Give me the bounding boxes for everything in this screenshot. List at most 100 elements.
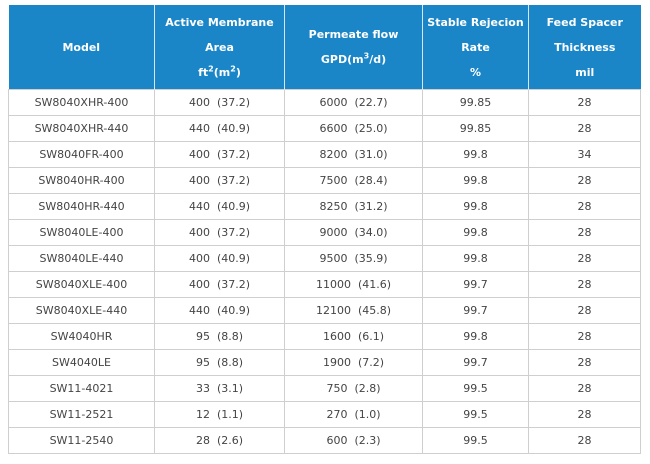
spacer-thickness-cell: 28 <box>528 219 641 246</box>
spacer-thickness-cell: 34 <box>528 141 641 168</box>
table-row: SW4040HR 95 (8.8) 1600 (6.1) 99.8 28 <box>8 323 641 350</box>
model-cell: SW8040FR-400 <box>8 141 155 168</box>
table-row: SW8040HR-440 440 (40.9) 8250 (31.2) 99.8 28 <box>8 193 641 220</box>
rejection-rate-cell: 99.7 <box>422 271 529 298</box>
header-stable-rejection-rate: Stable Rejecion Rate % <box>422 5 529 90</box>
spacer-thickness-cell: 28 <box>528 427 641 454</box>
permeate-flow-cell: 12100 (45.8) <box>284 297 423 324</box>
spec-table-container: Model Active Membrane Area ft2(m2) Perme… <box>8 5 641 454</box>
table-row: SW8040LE-400 400 (37.2) 9000 (34.0) 99.8 28 <box>8 219 641 246</box>
header-active-membrane-area: Active Membrane Area ft2(m2) <box>154 5 285 90</box>
header-rejection-line-1: Stable Rejecion <box>427 15 524 29</box>
area-cell: 400 (37.2) <box>154 271 285 298</box>
permeate-flow-cell: 1900 (7.2) <box>284 349 423 376</box>
rejection-rate-cell: 99.5 <box>422 375 529 402</box>
unit-gpd: GPD(m <box>320 53 364 66</box>
spacer-thickness-cell: 28 <box>528 323 641 350</box>
table-row: SW8040FR-400 400 (37.2) 8200 (31.0) 99.8 34 <box>8 141 641 168</box>
area-cell: 12 (1.1) <box>154 401 285 428</box>
permeate-flow-cell: 7500 (28.4) <box>284 167 423 194</box>
table-row: SW8040XHR-400 400 (37.2) 6000 (22.7) 99.85 2… <box>8 89 641 116</box>
rejection-rate-cell: 99.8 <box>422 219 529 246</box>
area-cell: 440 (40.9) <box>154 115 285 142</box>
area-cell: 400 (37.2) <box>154 219 285 246</box>
permeate-flow-cell: 11000 (41.6) <box>284 271 423 298</box>
header-flow-unit: GPD(m3/d) <box>289 47 418 72</box>
model-cell: SW8040XHR-440 <box>8 115 155 142</box>
model-cell: SW8040XHR-400 <box>8 89 155 116</box>
permeate-flow-cell: 1600 (6.1) <box>284 323 423 350</box>
area-cell: 95 (8.8) <box>154 349 285 376</box>
area-cell: 440 (40.9) <box>154 297 285 324</box>
model-cell: SW4040LE <box>8 349 155 376</box>
area-cell: 28 (2.6) <box>154 427 285 454</box>
rejection-rate-cell: 99.8 <box>422 141 529 168</box>
header-rejection-line-2: Rate <box>461 40 490 54</box>
spacer-thickness-cell: 28 <box>528 115 641 142</box>
unit-close: ) <box>235 65 241 79</box>
model-cell: SW11-2540 <box>8 427 155 454</box>
header-rejection-line-3: % <box>469 65 482 79</box>
model-cell: SW8040LE-440 <box>8 245 155 272</box>
spacer-thickness-cell: 28 <box>528 375 641 402</box>
header-area-line-2: Area <box>205 40 234 54</box>
model-cell: SW8040HR-440 <box>8 193 155 220</box>
rejection-rate-cell: 99.8 <box>422 193 529 220</box>
table-row: SW4040LE 95 (8.8) 1900 (7.2) 99.7 28 <box>8 349 641 376</box>
table-row: SW11-2540 28 (2.6) 600 (2.3) 99.5 28 <box>8 427 641 454</box>
table-row: SW8040XHR-440 440 (40.9) 6600 (25.0) 99.85 2… <box>8 115 641 142</box>
spacer-thickness-cell: 28 <box>528 271 641 298</box>
permeate-flow-cell: 600 (2.3) <box>284 427 423 454</box>
header-feed-spacer-thickness: Feed Spacer Thickness mil <box>528 5 641 90</box>
header-row: Model Active Membrane Area ft2(m2) Perme… <box>8 5 641 90</box>
permeate-flow-cell: 9000 (34.0) <box>284 219 423 246</box>
membrane-spec-table: Model Active Membrane Area ft2(m2) Perme… <box>8 5 641 454</box>
area-cell: 95 (8.8) <box>154 323 285 350</box>
area-cell: 440 (40.9) <box>154 193 285 220</box>
spacer-thickness-cell: 28 <box>528 193 641 220</box>
spacer-thickness-cell: 28 <box>528 89 641 116</box>
model-cell: SW8040HR-400 <box>8 167 155 194</box>
area-cell: 400 (40.9) <box>154 245 285 272</box>
permeate-flow-cell: 6600 (25.0) <box>284 115 423 142</box>
rejection-rate-cell: 99.8 <box>422 167 529 194</box>
permeate-flow-cell: 8250 (31.2) <box>284 193 423 220</box>
header-area-unit: ft2(m2) <box>159 60 280 85</box>
permeate-flow-cell: 270 (1.0) <box>284 401 423 428</box>
header-flow-line-1: Permeate flow <box>308 28 399 41</box>
spacer-thickness-cell: 28 <box>528 245 641 272</box>
table-header: Model Active Membrane Area ft2(m2) Perme… <box>8 5 641 90</box>
rejection-rate-cell: 99.7 <box>422 349 529 376</box>
rejection-rate-cell: 99.8 <box>422 245 529 272</box>
area-cell: 33 (3.1) <box>154 375 285 402</box>
table-row: SW8040XLE-400 400 (37.2) 11000 (41.6) 99.7 2… <box>8 271 641 298</box>
rejection-rate-cell: 99.85 <box>422 115 529 142</box>
model-cell: SW8040XLE-440 <box>8 297 155 324</box>
model-cell: SW11-2521 <box>8 401 155 428</box>
table-row: SW8040LE-440 400 (40.9) 9500 (35.9) 99.8 28 <box>8 245 641 272</box>
unit-per-day: /d) <box>369 53 387 66</box>
header-spacer-line-3: mil <box>575 65 595 79</box>
header-permeate-flow: Permeate flow GPD(m3/d) <box>284 5 423 90</box>
header-spacer-line-2: Thickness <box>554 40 616 54</box>
table-row: SW11-2521 12 (1.1) 270 (1.0) 99.5 28 <box>8 401 641 428</box>
rejection-rate-cell: 99.5 <box>422 427 529 454</box>
model-cell: SW8040XLE-400 <box>8 271 155 298</box>
area-cell: 400 (37.2) <box>154 141 285 168</box>
area-cell: 400 (37.2) <box>154 89 285 116</box>
rejection-rate-cell: 99.85 <box>422 89 529 116</box>
spacer-thickness-cell: 28 <box>528 401 641 428</box>
table-row: SW11-4021 33 (3.1) 750 (2.8) 99.5 28 <box>8 375 641 402</box>
rejection-rate-cell: 99.8 <box>422 323 529 350</box>
model-cell: SW8040LE-400 <box>8 219 155 246</box>
permeate-flow-cell: 9500 (35.9) <box>284 245 423 272</box>
permeate-flow-cell: 6000 (22.7) <box>284 89 423 116</box>
unit-ft: ft <box>198 65 209 79</box>
permeate-flow-cell: 8200 (31.0) <box>284 141 423 168</box>
unit-m-sup: 2 <box>230 63 236 73</box>
unit-m3-sup: 3 <box>363 51 370 61</box>
rejection-rate-cell: 99.7 <box>422 297 529 324</box>
model-cell: SW4040HR <box>8 323 155 350</box>
permeate-flow-cell: 750 (2.8) <box>284 375 423 402</box>
header-model: Model <box>8 5 155 90</box>
